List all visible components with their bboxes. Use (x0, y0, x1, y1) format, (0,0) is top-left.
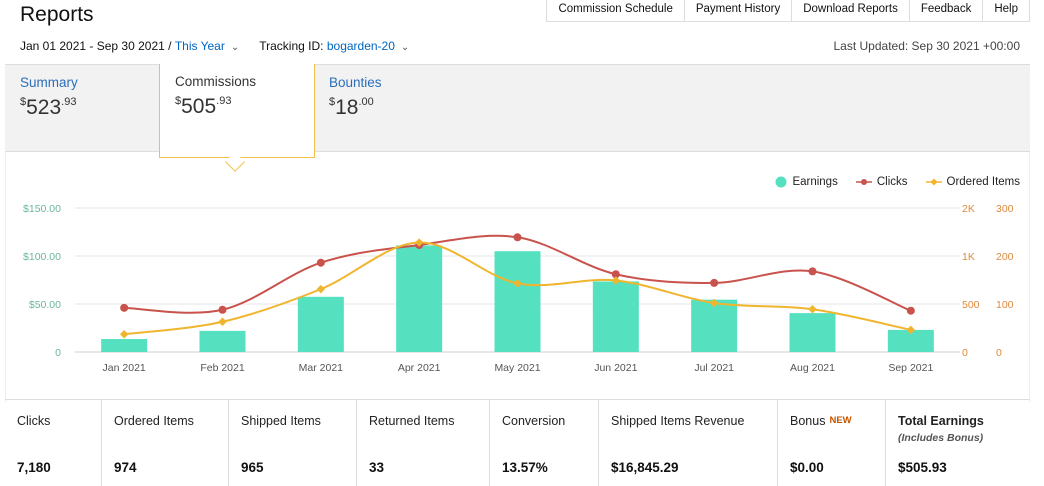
summary-tab[interactable]: Summary $523.93 (20, 75, 78, 120)
stat-ordered-items: Ordered Items 974 (102, 400, 229, 486)
summary-tab-label: Summary (20, 75, 78, 90)
stat-clicks: Clicks 7,180 (5, 400, 102, 486)
chevron-down-icon[interactable]: ⌄ (230, 41, 240, 53)
y-right-inner-tick-label: 1K (962, 251, 975, 263)
chart-frame (5, 152, 1030, 402)
bounties-tab-label: Bounties (329, 75, 382, 90)
clicks-point (808, 267, 817, 276)
y-right-outer-tick-label: 200 (996, 251, 1014, 263)
legend-earnings[interactable]: Earnings (775, 176, 838, 188)
clicks-point (120, 303, 129, 312)
legend-clicks[interactable]: Clicks (855, 176, 908, 188)
clicks-point (611, 270, 620, 279)
earnings-chart: 0 0 0 $50.00 500 100 $100.00 1K 200 $150.00 2K 300 J… (23, 203, 1014, 374)
ordered-items-point (414, 238, 424, 247)
chevron-down-icon[interactable]: ⌄ (400, 41, 410, 53)
help-link[interactable]: Help (983, 0, 1030, 22)
stat-shipped-items: Shipped Items 965 (229, 400, 357, 486)
date-range-text: Jan 01 2021 - Sep 30 2021 (20, 39, 165, 53)
stat-bonus: Bonus NEW $0.00 (778, 400, 886, 486)
stat-total-earnings: Total Earnings (Includes Bonus) $505.93 (898, 414, 984, 475)
earnings-bar (101, 339, 148, 352)
bounties-tab[interactable]: Bounties $18.00 (329, 75, 382, 120)
ordered-items-point (119, 329, 129, 339)
earnings-bar (789, 313, 836, 352)
tracking-id-label: Tracking ID: (259, 39, 324, 53)
commissions-tab[interactable]: Commissions $505.93 (159, 64, 315, 158)
commissions-tab-label: Commissions (175, 74, 257, 89)
chart-legend: Earnings Clicks Ordered Items (757, 176, 1020, 188)
y-right-outer-tick-label: 300 (996, 203, 1014, 215)
stats-row: Clicks 7,180 Ordered Items 974 Shipped I… (5, 399, 1030, 486)
x-tick-label: Apr 2021 (398, 362, 441, 374)
y-right-inner-tick-label: 2K (962, 203, 975, 215)
ordered-items-line-icon (925, 178, 942, 186)
earnings-dot-icon (775, 176, 787, 188)
y-left-tick-label: $50.00 (29, 299, 61, 311)
y-left-tick-label: $150.00 (23, 203, 61, 215)
feedback-link[interactable]: Feedback (909, 0, 984, 22)
x-tick-label: Mar 2021 (299, 362, 344, 374)
stat-conversion: Conversion 13.57% (490, 400, 599, 486)
tracking-id-dropdown[interactable]: bogarden-20 (326, 39, 395, 53)
clicks-point (513, 233, 522, 242)
ordered-items-point (316, 284, 326, 294)
ordered-items-point (218, 317, 227, 327)
x-tick-label: Aug 2021 (790, 362, 835, 374)
clicks-point (316, 258, 325, 267)
report-links: Commission Schedule Payment History Down… (546, 0, 1030, 22)
clicks-point (906, 306, 915, 315)
y-right-outer-tick-label: 0 (996, 347, 1002, 359)
earnings-bar (199, 330, 246, 352)
x-tick-label: Sep 2021 (888, 362, 933, 374)
y-left-tick-label: $100.00 (23, 251, 61, 263)
y-left-tick-label: 0 (55, 347, 61, 359)
earnings-bar (592, 281, 639, 352)
x-tick-label: Feb 2021 (200, 362, 245, 374)
earnings-bar (297, 296, 344, 352)
bounties-tab-value: $18.00 (329, 96, 374, 119)
download-reports-link[interactable]: Download Reports (792, 0, 910, 22)
filter-row: Jan 01 2021 - Sep 30 2021 / This Year ⌄ … (20, 39, 429, 53)
x-tick-label: Jul 2021 (694, 362, 734, 374)
commissions-tab-value: $505.93 (175, 95, 232, 118)
earnings-bar (887, 329, 934, 352)
x-tick-label: Jan 2021 (103, 362, 146, 374)
ordered-items-point (808, 305, 817, 314)
clicks-line-icon (855, 179, 872, 185)
stat-shipped-revenue: Shipped Items Revenue $16,845.29 (599, 400, 778, 486)
stat-returned-items: Returned Items 33 (357, 400, 490, 486)
earnings-bar (396, 245, 443, 352)
period-dropdown[interactable]: This Year (174, 39, 225, 53)
y-right-inner-tick-label: 0 (962, 347, 968, 359)
payment-history-link[interactable]: Payment History (684, 0, 793, 22)
page-title: Reports (20, 3, 94, 26)
commission-schedule-link[interactable]: Commission Schedule (547, 0, 685, 22)
x-tick-label: May 2021 (494, 362, 540, 374)
y-right-outer-tick-label: 100 (996, 299, 1014, 311)
summary-tab-value: $523.93 (20, 96, 77, 119)
summary-band: Summary $523.93 Commissions $505.93 Boun… (5, 64, 1030, 158)
earnings-bar (691, 299, 738, 352)
date-separator: / (164, 39, 175, 53)
last-updated: Last Updated: Sep 30 2021 +00:00 (833, 39, 1021, 53)
clicks-point (710, 278, 719, 287)
x-tick-label: Jun 2021 (594, 362, 637, 374)
new-badge: NEW (829, 415, 852, 426)
y-right-inner-tick-label: 500 (962, 299, 980, 311)
earnings-bar (494, 251, 541, 352)
legend-ordered-items[interactable]: Ordered Items (925, 176, 1020, 188)
clicks-point (218, 305, 227, 314)
